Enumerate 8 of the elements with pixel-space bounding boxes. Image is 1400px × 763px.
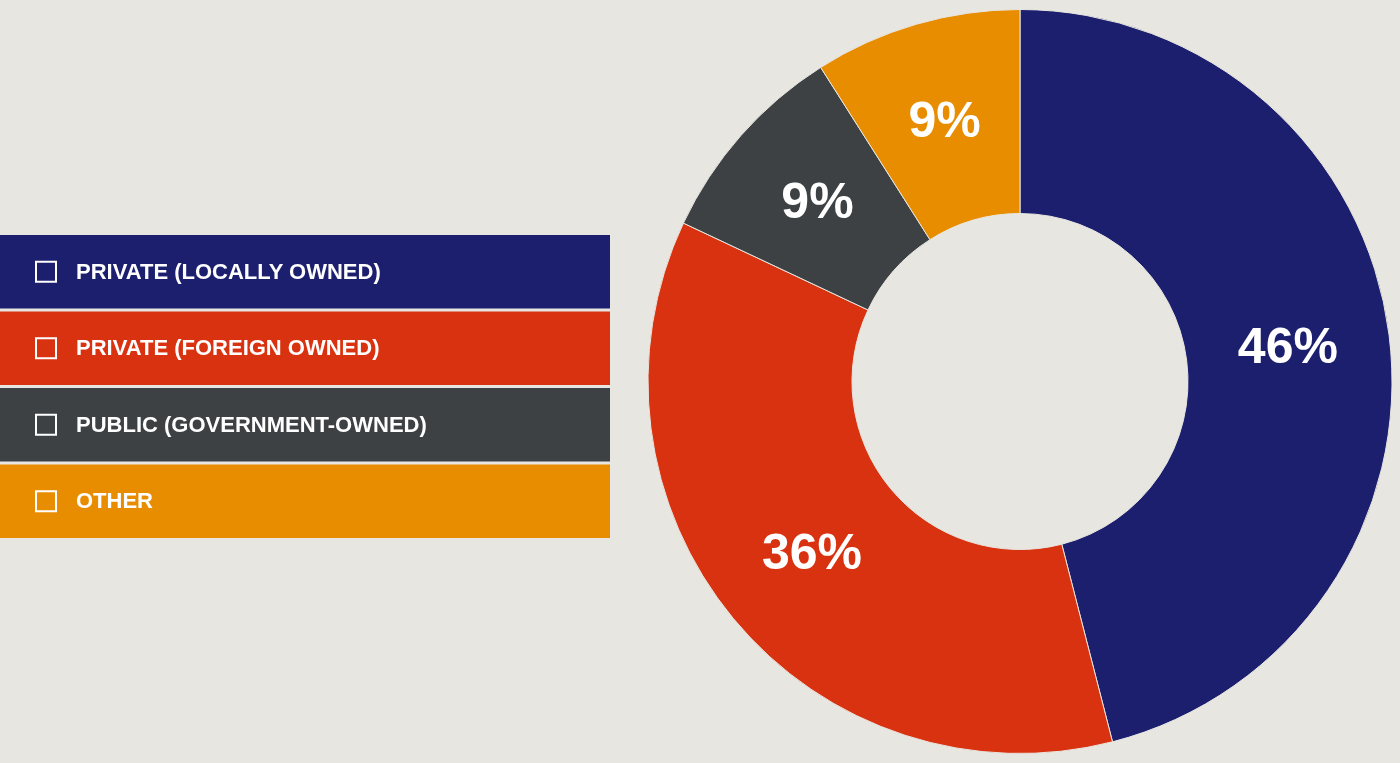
legend-label: PRIVATE (LOCALLY OWNED)	[76, 258, 381, 284]
legend-label: PUBLIC (GOVERNMENT-OWNED)	[76, 411, 427, 437]
legend-label: OTHER	[76, 488, 154, 514]
legend-label: PRIVATE (FOREIGN OWNED)	[76, 335, 380, 361]
data-label: 36%	[761, 523, 862, 580]
data-label: 9%	[908, 92, 981, 149]
data-label: 9%	[781, 172, 854, 229]
data-label: 46%	[1237, 317, 1338, 374]
